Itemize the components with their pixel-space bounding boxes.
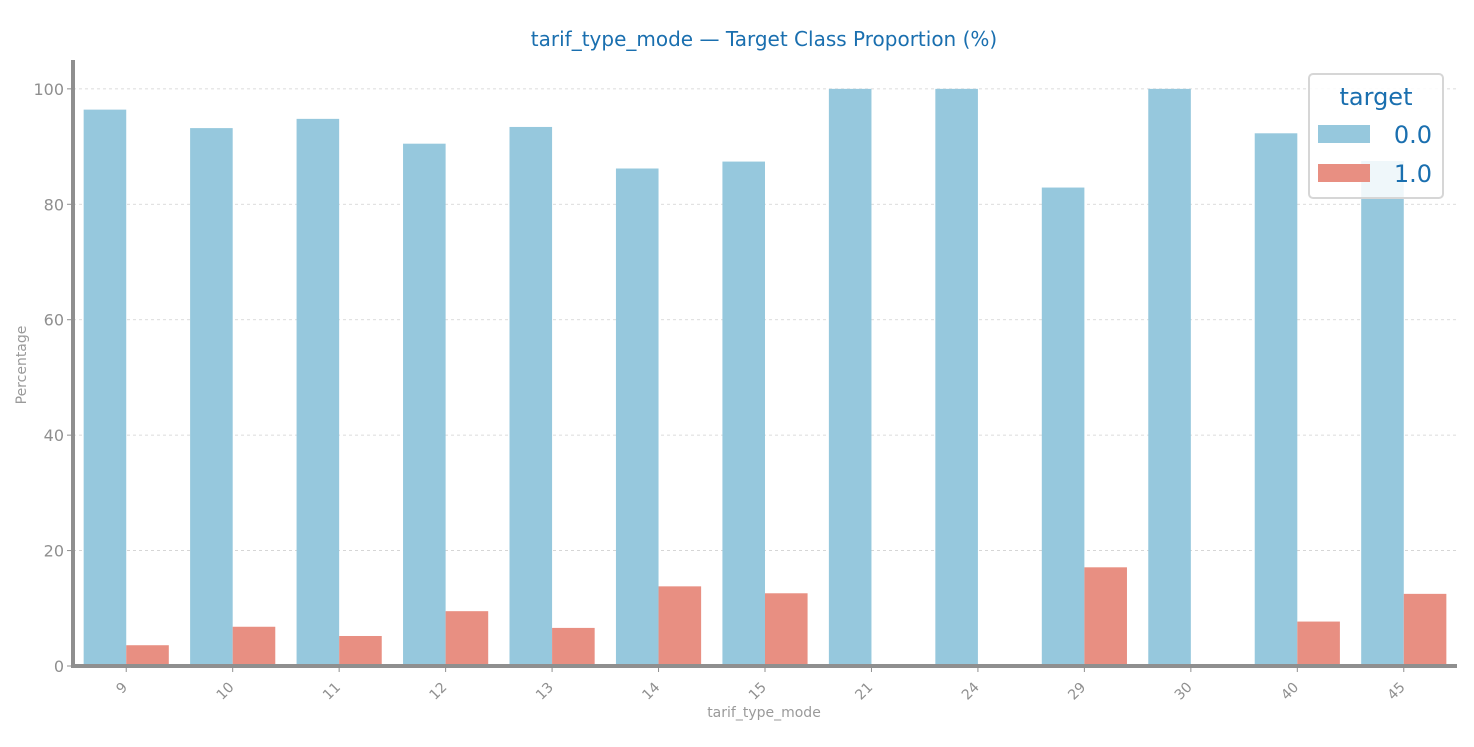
bar-13-series-1.0 bbox=[552, 627, 595, 666]
bar-11-series-0.0 bbox=[296, 118, 340, 666]
bar-30-series-0.0 bbox=[1148, 88, 1191, 667]
bar-15-series-0.0 bbox=[722, 161, 765, 666]
bars bbox=[83, 88, 1447, 667]
legend: target 0.0 1.0 bbox=[1308, 73, 1444, 199]
legend-swatch-0 bbox=[1318, 125, 1370, 143]
bar-11-series-1.0 bbox=[339, 635, 382, 666]
x-tick-label-12: 12 bbox=[427, 680, 451, 704]
bar-29-series-0.0 bbox=[1041, 187, 1085, 666]
bar-13-series-0.0 bbox=[509, 126, 553, 667]
legend-swatch-1 bbox=[1318, 164, 1370, 182]
y-tick-label-20: 20 bbox=[44, 542, 64, 561]
x-tick-label-30: 30 bbox=[1172, 680, 1196, 704]
bar-45-series-0.0 bbox=[1361, 161, 1404, 666]
legend-title: target bbox=[1340, 83, 1413, 111]
x-tick-label-45: 45 bbox=[1385, 680, 1409, 704]
y-ticks: 0 20 40 60 80 100 bbox=[33, 80, 73, 676]
bar-9-series-0.0 bbox=[83, 109, 127, 667]
x-tick-label-40: 40 bbox=[1278, 680, 1302, 704]
x-tick-label-9: 9 bbox=[113, 680, 131, 698]
y-tick-label-40: 40 bbox=[44, 426, 64, 445]
bar-15-series-1.0 bbox=[765, 593, 808, 666]
x-tick-label-24: 24 bbox=[959, 679, 983, 703]
x-axis-label: tarif_type_mode bbox=[707, 705, 821, 721]
bar-45-series-1.0 bbox=[1403, 593, 1447, 666]
y-tick-label-60: 60 bbox=[44, 311, 64, 330]
bar-12-series-0.0 bbox=[403, 143, 446, 666]
x-tick-label-15: 15 bbox=[746, 680, 770, 704]
legend-label-0: 0.0 bbox=[1394, 121, 1432, 149]
bar-24-series-0.0 bbox=[935, 88, 978, 667]
y-axis-label: Percentage bbox=[14, 326, 30, 405]
y-tick-label-100: 100 bbox=[33, 80, 64, 99]
x-tick-label-13: 13 bbox=[533, 680, 557, 704]
bar-9-series-1.0 bbox=[126, 645, 169, 666]
chart-title: tarif_type_mode — Target Class Proportio… bbox=[531, 27, 997, 51]
y-tick-label-0: 0 bbox=[54, 657, 64, 676]
bar-10-series-0.0 bbox=[190, 128, 233, 667]
bar-10-series-1.0 bbox=[232, 626, 276, 666]
bar-14-series-0.0 bbox=[615, 168, 659, 666]
axes bbox=[71, 60, 1457, 668]
bar-12-series-1.0 bbox=[445, 611, 489, 666]
x-tick-label-11: 11 bbox=[320, 680, 344, 704]
legend-label-1: 1.0 bbox=[1394, 160, 1432, 188]
x-tick-label-14: 14 bbox=[639, 679, 663, 703]
x-tick-label-10: 10 bbox=[214, 680, 238, 704]
x-tick-label-29: 29 bbox=[1065, 680, 1089, 704]
bar-40-series-0.0 bbox=[1254, 133, 1298, 667]
bar-21-series-0.0 bbox=[828, 88, 872, 667]
x-ticks: 9 10 11 12 13 14 15 21 24 29 30 40 45 bbox=[113, 666, 1409, 704]
bar-29-series-1.0 bbox=[1084, 567, 1127, 666]
bar-14-series-1.0 bbox=[658, 586, 702, 666]
x-tick-label-21: 21 bbox=[852, 680, 876, 704]
bar-40-series-1.0 bbox=[1297, 621, 1340, 666]
y-tick-label-80: 80 bbox=[44, 195, 64, 214]
